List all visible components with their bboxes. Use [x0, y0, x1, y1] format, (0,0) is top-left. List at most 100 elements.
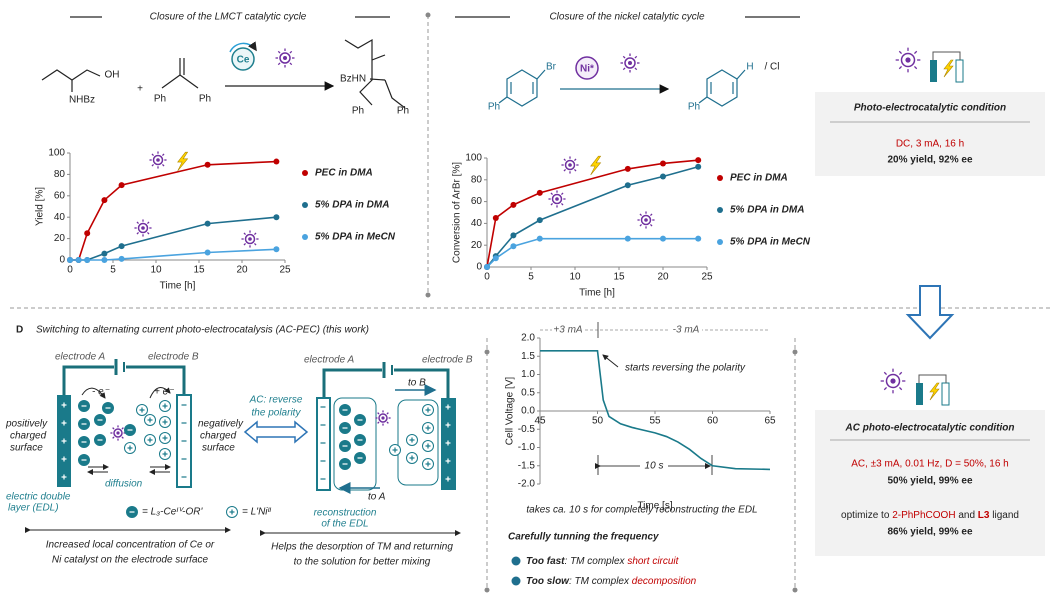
ce-complex — [78, 400, 90, 412]
reconstruction-label: reconstruction — [314, 508, 377, 519]
y-tick-label: -2.0 — [518, 479, 536, 490]
bulb-core — [116, 431, 120, 435]
ce-complex — [354, 434, 366, 446]
text-part: : TM complex — [569, 576, 632, 587]
ni-complex — [422, 404, 434, 416]
ray — [898, 50, 903, 55]
text-part: 2-PhPhCOOH — [892, 510, 955, 521]
light-icon — [134, 219, 152, 237]
ni-complex — [144, 434, 156, 446]
ray — [898, 371, 903, 376]
text-part: ligand — [989, 510, 1018, 521]
ray — [121, 427, 124, 430]
ce-complex — [94, 414, 106, 426]
point — [510, 243, 517, 250]
ni-complex — [159, 448, 171, 460]
caption: takes ca. 10 s for completely reconstruc… — [526, 505, 757, 516]
ray — [573, 168, 577, 172]
atom-label: H — [746, 62, 753, 73]
point — [67, 257, 73, 263]
surface-label: surface — [202, 443, 235, 454]
ray — [112, 427, 115, 430]
condition-line: 50% yield, 99% ee — [887, 476, 972, 487]
ray — [161, 163, 165, 167]
ce-complex — [339, 458, 351, 470]
ce-complex — [102, 402, 114, 414]
y-tick-label: 80 — [54, 169, 66, 180]
reconstruction-diagram: electrode A electrode B to B to A recons… — [260, 355, 473, 568]
frequency-item: Too fast: TM complex short circuit — [526, 556, 680, 567]
dividers — [10, 12, 1050, 593]
x-tick-label: 0 — [67, 265, 73, 276]
y-tick-label: 100 — [465, 153, 482, 164]
point — [510, 201, 517, 208]
plus: + — [137, 84, 143, 95]
ray — [253, 232, 257, 236]
legend-label: = L₃-Ceᴵⱽ-OR' — [142, 507, 204, 518]
electrode-label: electrode B — [422, 355, 473, 366]
ray — [161, 153, 165, 157]
cell-icon — [930, 51, 964, 83]
y-tick-label: 20 — [471, 240, 483, 251]
legend-marker — [717, 175, 723, 181]
y-tick-label: 40 — [54, 212, 66, 223]
down-arrow — [905, 285, 955, 340]
legend-marker — [717, 207, 723, 213]
x-tick-label: 25 — [279, 265, 291, 276]
x-tick-label: 15 — [613, 272, 625, 283]
electrode-label: electrode A — [55, 352, 106, 363]
ac-label: AC: reverse — [249, 395, 303, 406]
panel-title: Switching to alternating current photo-e… — [36, 325, 369, 336]
atom-label: Ph — [397, 106, 409, 117]
bulb-core — [381, 416, 385, 420]
ni-complex — [406, 434, 418, 446]
atom-label: Ph — [199, 94, 211, 105]
light-icon — [620, 53, 640, 73]
caption: Ni catalyst on the electrode surface — [52, 555, 209, 566]
edl-diagram: electrode A electrode B - e⁻ + e⁻ positi… — [5, 352, 272, 566]
text-part: : TM complex — [565, 556, 628, 567]
x-tick-label: 5 — [528, 272, 534, 283]
y-tick-label: 1.5 — [521, 351, 535, 362]
bulb-core — [248, 237, 252, 241]
ray — [289, 50, 293, 54]
ce-complex — [354, 414, 366, 426]
condition-line: DC, 3 mA, 16 h — [896, 139, 964, 150]
series-line — [540, 349, 771, 471]
ray — [253, 242, 257, 246]
ce-complex — [78, 436, 90, 448]
bulb-core — [555, 197, 559, 201]
text-part: L3 — [978, 510, 990, 521]
ce-complex — [339, 422, 351, 434]
x-tick-label: 25 — [701, 272, 713, 283]
y-axis-title: Conversion of ArBr [%] — [452, 162, 463, 263]
legend-label: PEC in DMA — [730, 173, 788, 184]
ac-switch: AC: reverse the polarity — [243, 395, 309, 444]
ac-label: the polarity — [252, 408, 302, 419]
legend-marker — [302, 234, 308, 240]
annotation: 10 s — [645, 461, 664, 472]
x-tick-label: 55 — [649, 416, 661, 427]
y-tick-label: 60 — [54, 190, 66, 201]
ray — [649, 223, 653, 227]
y-tick-label: 0 — [476, 262, 482, 273]
point — [118, 255, 125, 262]
y-tick-label: 80 — [471, 174, 483, 185]
atom-label: Ph — [488, 102, 500, 113]
point — [101, 250, 108, 257]
legend-marker — [302, 170, 308, 176]
bulb-core — [905, 57, 911, 63]
voltage-annotations: +3 mA -3 mA starts reversing the polarit… — [508, 322, 770, 587]
section-title: Closure of the LMCT catalytic cycle — [150, 12, 307, 23]
electron-label: - e⁻ — [92, 387, 110, 398]
electrode-label: electrode A — [304, 355, 355, 366]
bulb — [244, 233, 256, 245]
ni-complex — [422, 440, 434, 452]
edl-label: layer (EDL) — [8, 503, 59, 514]
ce-complex — [78, 418, 90, 430]
frequency-title: Carefully tunning the frequency — [508, 532, 659, 543]
ray — [634, 55, 638, 59]
y-tick-label: 100 — [48, 148, 65, 159]
point — [273, 158, 280, 165]
light-icon — [241, 230, 259, 248]
